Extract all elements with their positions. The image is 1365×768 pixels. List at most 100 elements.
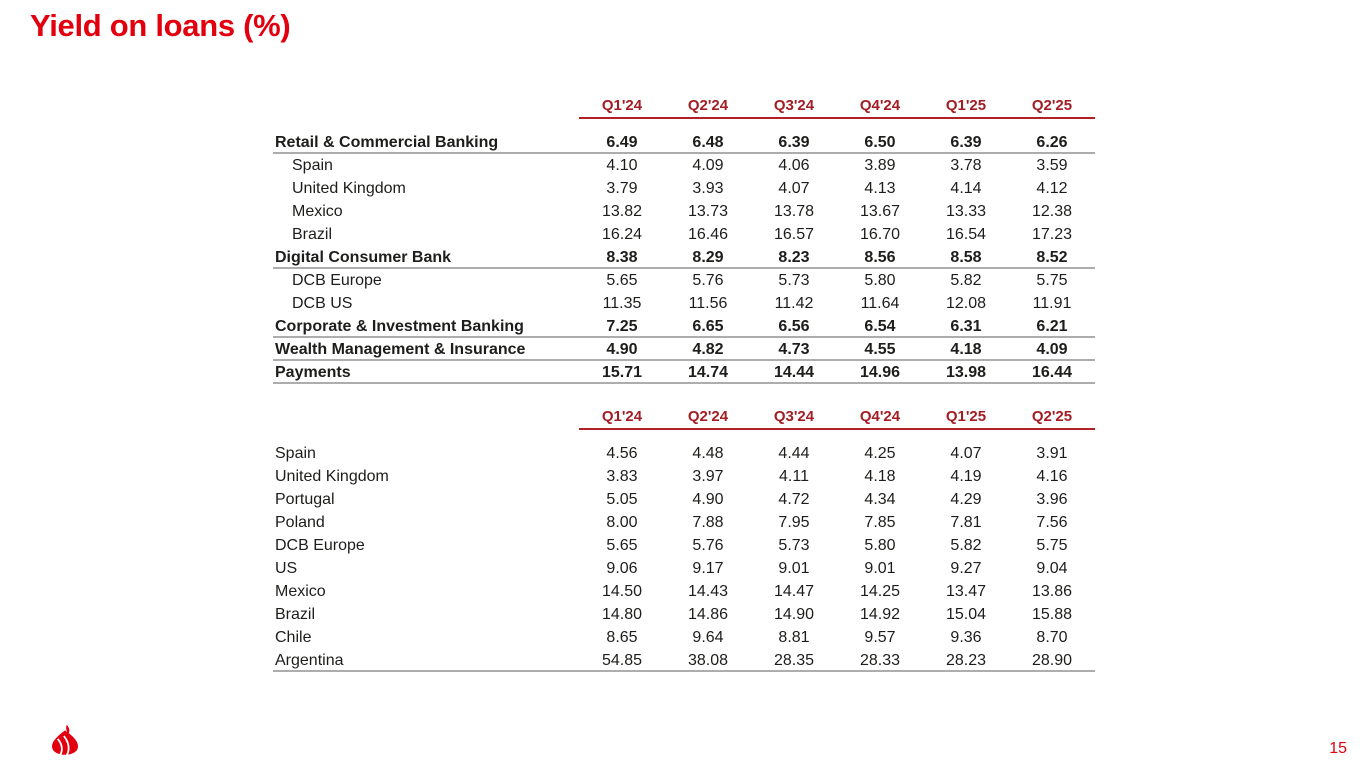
value-cell: 14.25 [859,583,901,600]
value-cell: 12.38 [1031,203,1073,220]
value-cell: 15.04 [945,606,987,623]
value-cell: 16.44 [1031,364,1073,381]
row-label: Argentina [275,652,344,669]
table-body: Spain 4.56 4.48 4.44 4.25 4.07 3.91 United King… [273,442,1095,672]
row-label: DCB Europe [292,272,382,289]
row-label: Spain [275,445,316,462]
value-cell: 4.90 [692,491,724,508]
table-row: United Kingdom 3.79 3.93 4.07 4.13 4.14 4.12 [273,177,1095,200]
value-cell: 6.56 [778,318,810,335]
value-cell: 16.54 [945,226,987,243]
value-cell: 13.67 [859,203,901,220]
row-label: DCB US [292,295,353,312]
value-cell: 13.98 [945,364,987,381]
value-cell: 13.47 [945,583,987,600]
value-cell: 14.92 [859,606,901,623]
value-cell: 28.90 [1031,652,1073,669]
value-cell: 6.48 [692,134,724,151]
table-row: Wealth Management & Insurance 4.90 4.82 4.7… [273,338,1095,361]
column-header: Q1'24 [579,406,665,430]
table-row: DCB US 11.35 11.56 11.42 11.64 12.08 11.91 [273,292,1095,315]
value-cell: 4.55 [864,341,896,358]
table-row: Mexico 13.82 13.73 13.78 13.67 13.33 12.38 [273,200,1095,223]
value-cell: 4.07 [950,445,982,462]
row-label: Payments [275,364,351,381]
value-cell: 3.93 [692,180,724,197]
row-label: Mexico [292,203,343,220]
value-cell: 7.88 [692,514,724,531]
value-cell: 5.73 [778,537,810,554]
table-row: Mexico 14.50 14.43 14.47 14.25 13.47 13.86 [273,580,1095,603]
value-cell: 14.80 [601,606,643,623]
value-cell: 13.86 [1031,583,1073,600]
table-row: Brazil 16.24 16.46 16.57 16.70 16.54 17.23 [273,223,1095,246]
value-cell: 9.01 [778,560,810,577]
value-cell: 6.31 [950,318,982,335]
value-cell: 9.01 [864,560,896,577]
value-cell: 15.88 [1031,606,1073,623]
value-cell: 4.16 [1036,468,1068,485]
row-label: United Kingdom [275,468,389,485]
value-cell: 14.44 [773,364,815,381]
column-header: Q2'24 [665,406,751,430]
value-cell: 7.85 [864,514,896,531]
value-cell: 16.46 [687,226,729,243]
value-cell: 4.09 [692,157,724,174]
table-row: Retail & Commercial Banking 6.49 6.48 6.39 6… [273,131,1095,154]
value-cell: 4.29 [950,491,982,508]
value-cell: 4.18 [950,341,982,358]
value-cell: 11.42 [774,295,814,312]
value-cell: 11.91 [1032,295,1072,312]
value-cell: 4.48 [692,445,724,462]
value-cell: 7.95 [778,514,810,531]
value-cell: 4.56 [606,445,638,462]
row-label: United Kingdom [292,180,406,197]
value-cell: 14.50 [601,583,643,600]
value-cell: 4.13 [864,180,896,197]
value-cell: 7.25 [606,318,638,335]
value-cell: 4.14 [950,180,982,197]
table-yield-by-country: Q1'24 Q2'24 Q3'24 Q4'24 Q1'25 Q2'25 Spain 4.56 4… [273,406,1095,672]
value-cell: 4.25 [864,445,896,462]
value-cell: 4.34 [864,491,896,508]
value-cell: 3.79 [606,180,638,197]
table-row: Payments 15.71 14.74 14.44 14.96 13.98 16.44 [273,361,1095,384]
column-header: Q2'25 [1009,95,1095,119]
row-label: Spain [292,157,333,174]
value-cell: 7.56 [1036,514,1068,531]
row-label: Poland [275,514,325,531]
value-cell: 5.82 [950,537,982,554]
value-cell: 9.27 [950,560,982,577]
value-cell: 5.05 [606,491,638,508]
table-row: Brazil 14.80 14.86 14.90 14.92 15.04 15.88 [273,603,1095,626]
value-cell: 3.83 [606,468,638,485]
value-cell: 14.74 [687,364,729,381]
value-cell: 3.97 [692,468,724,485]
column-header: Q4'24 [837,406,923,430]
value-cell: 14.90 [773,606,815,623]
table-header-row: Q1'24 Q2'24 Q3'24 Q4'24 Q1'25 Q2'25 [273,95,1095,119]
value-cell: 8.29 [692,249,724,266]
column-header: Q2'24 [665,95,751,119]
value-cell: 3.89 [864,157,896,174]
row-label: Digital Consumer Bank [275,249,452,266]
column-header: Q1'25 [923,95,1009,119]
row-label: Chile [275,629,312,646]
table-row: Chile 8.65 9.64 8.81 9.57 9.36 8.70 [273,626,1095,649]
value-cell: 4.09 [1036,341,1068,358]
value-cell: 6.39 [778,134,810,151]
table-row: Portugal 5.05 4.90 4.72 4.34 4.29 3.96 [273,488,1095,511]
value-cell: 5.75 [1036,272,1068,289]
value-cell: 9.36 [950,629,982,646]
value-cell: 28.35 [773,652,815,669]
value-cell: 6.50 [864,134,896,151]
value-cell: 8.65 [606,629,638,646]
value-cell: 5.65 [606,272,638,289]
value-cell: 16.57 [773,226,815,243]
column-header: Q3'24 [751,406,837,430]
row-label: Corporate & Investment Banking [275,318,524,335]
value-cell: 16.70 [859,226,901,243]
value-cell: 14.47 [773,583,815,600]
